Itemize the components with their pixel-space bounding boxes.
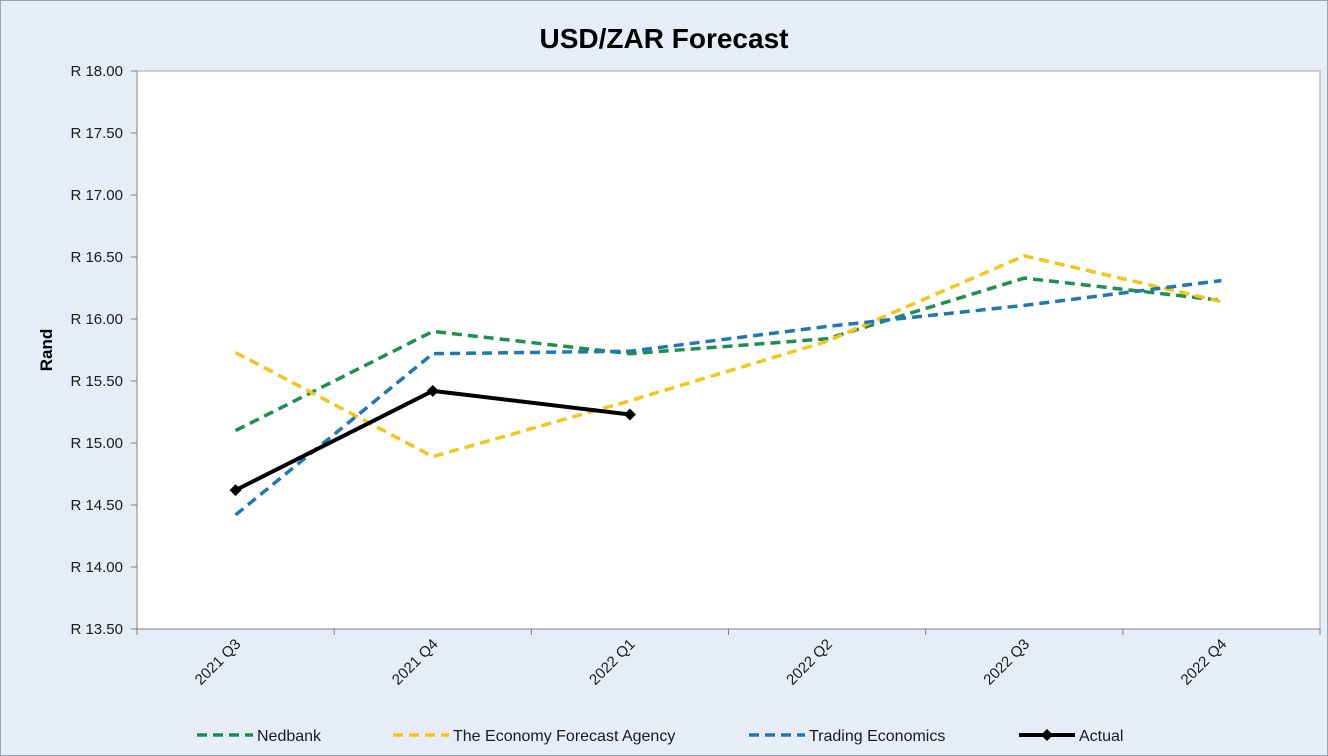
legend-label: Trading Economics [809, 728, 945, 745]
data-point-marker [623, 408, 636, 421]
data-point-marker [229, 484, 242, 497]
x-tick-label: 2022 Q2 [783, 636, 836, 689]
series-actual [229, 384, 636, 497]
legend-label: Nedbank [257, 728, 322, 745]
y-tick-label: R 15.00 [70, 435, 123, 452]
y-tick-label: R 13.50 [70, 621, 123, 638]
y-tick-label: R 17.50 [70, 125, 123, 142]
series-line [234, 276, 1222, 433]
y-tick-label: R 17.00 [70, 187, 123, 204]
y-tick-label: R 16.00 [70, 311, 123, 328]
y-tick-label: R 16.50 [70, 249, 123, 266]
legend-item: Actual [1019, 728, 1123, 745]
legend-label: Actual [1079, 728, 1123, 745]
legend-marker [1041, 729, 1053, 741]
y-tick-label: R 18.00 [70, 63, 123, 80]
legend-label: The Economy Forecast Agency [453, 728, 675, 745]
plot-background [136, 70, 1321, 630]
chart-title: USD/ZAR Forecast [540, 23, 789, 54]
legend-item: Nedbank [197, 728, 322, 745]
data-point-marker [426, 384, 439, 397]
series-trading-economics [234, 278, 1222, 517]
plot-area: R 13.50 R 14.00 R 14.50 R 15.00 R 15.50 R 16.… [37, 63, 1321, 689]
y-axis-title: Rand [37, 329, 56, 372]
x-tick-label: 2022 Q4 [1178, 636, 1231, 689]
y-tick-label: R 14.00 [70, 559, 123, 576]
series-line [234, 278, 1222, 517]
legend-item: The Economy Forecast Agency [393, 728, 675, 745]
x-tick-label: 2021 Q3 [192, 636, 245, 689]
y-tick-label: R 14.50 [70, 497, 123, 514]
x-tick-label: 2021 Q4 [389, 636, 442, 689]
series-nedbank [234, 276, 1222, 433]
series-line [234, 254, 1222, 459]
legend: Nedbank The Economy Forecast Agency Tradin… [197, 728, 1123, 745]
x-tick-label: 2022 Q1 [586, 636, 639, 689]
y-tick-label: R 15.50 [70, 373, 123, 390]
series-the-economy-forecast-agency [234, 254, 1222, 459]
legend-item: Trading Economics [749, 728, 945, 745]
x-tick-label: 2022 Q3 [980, 636, 1033, 689]
